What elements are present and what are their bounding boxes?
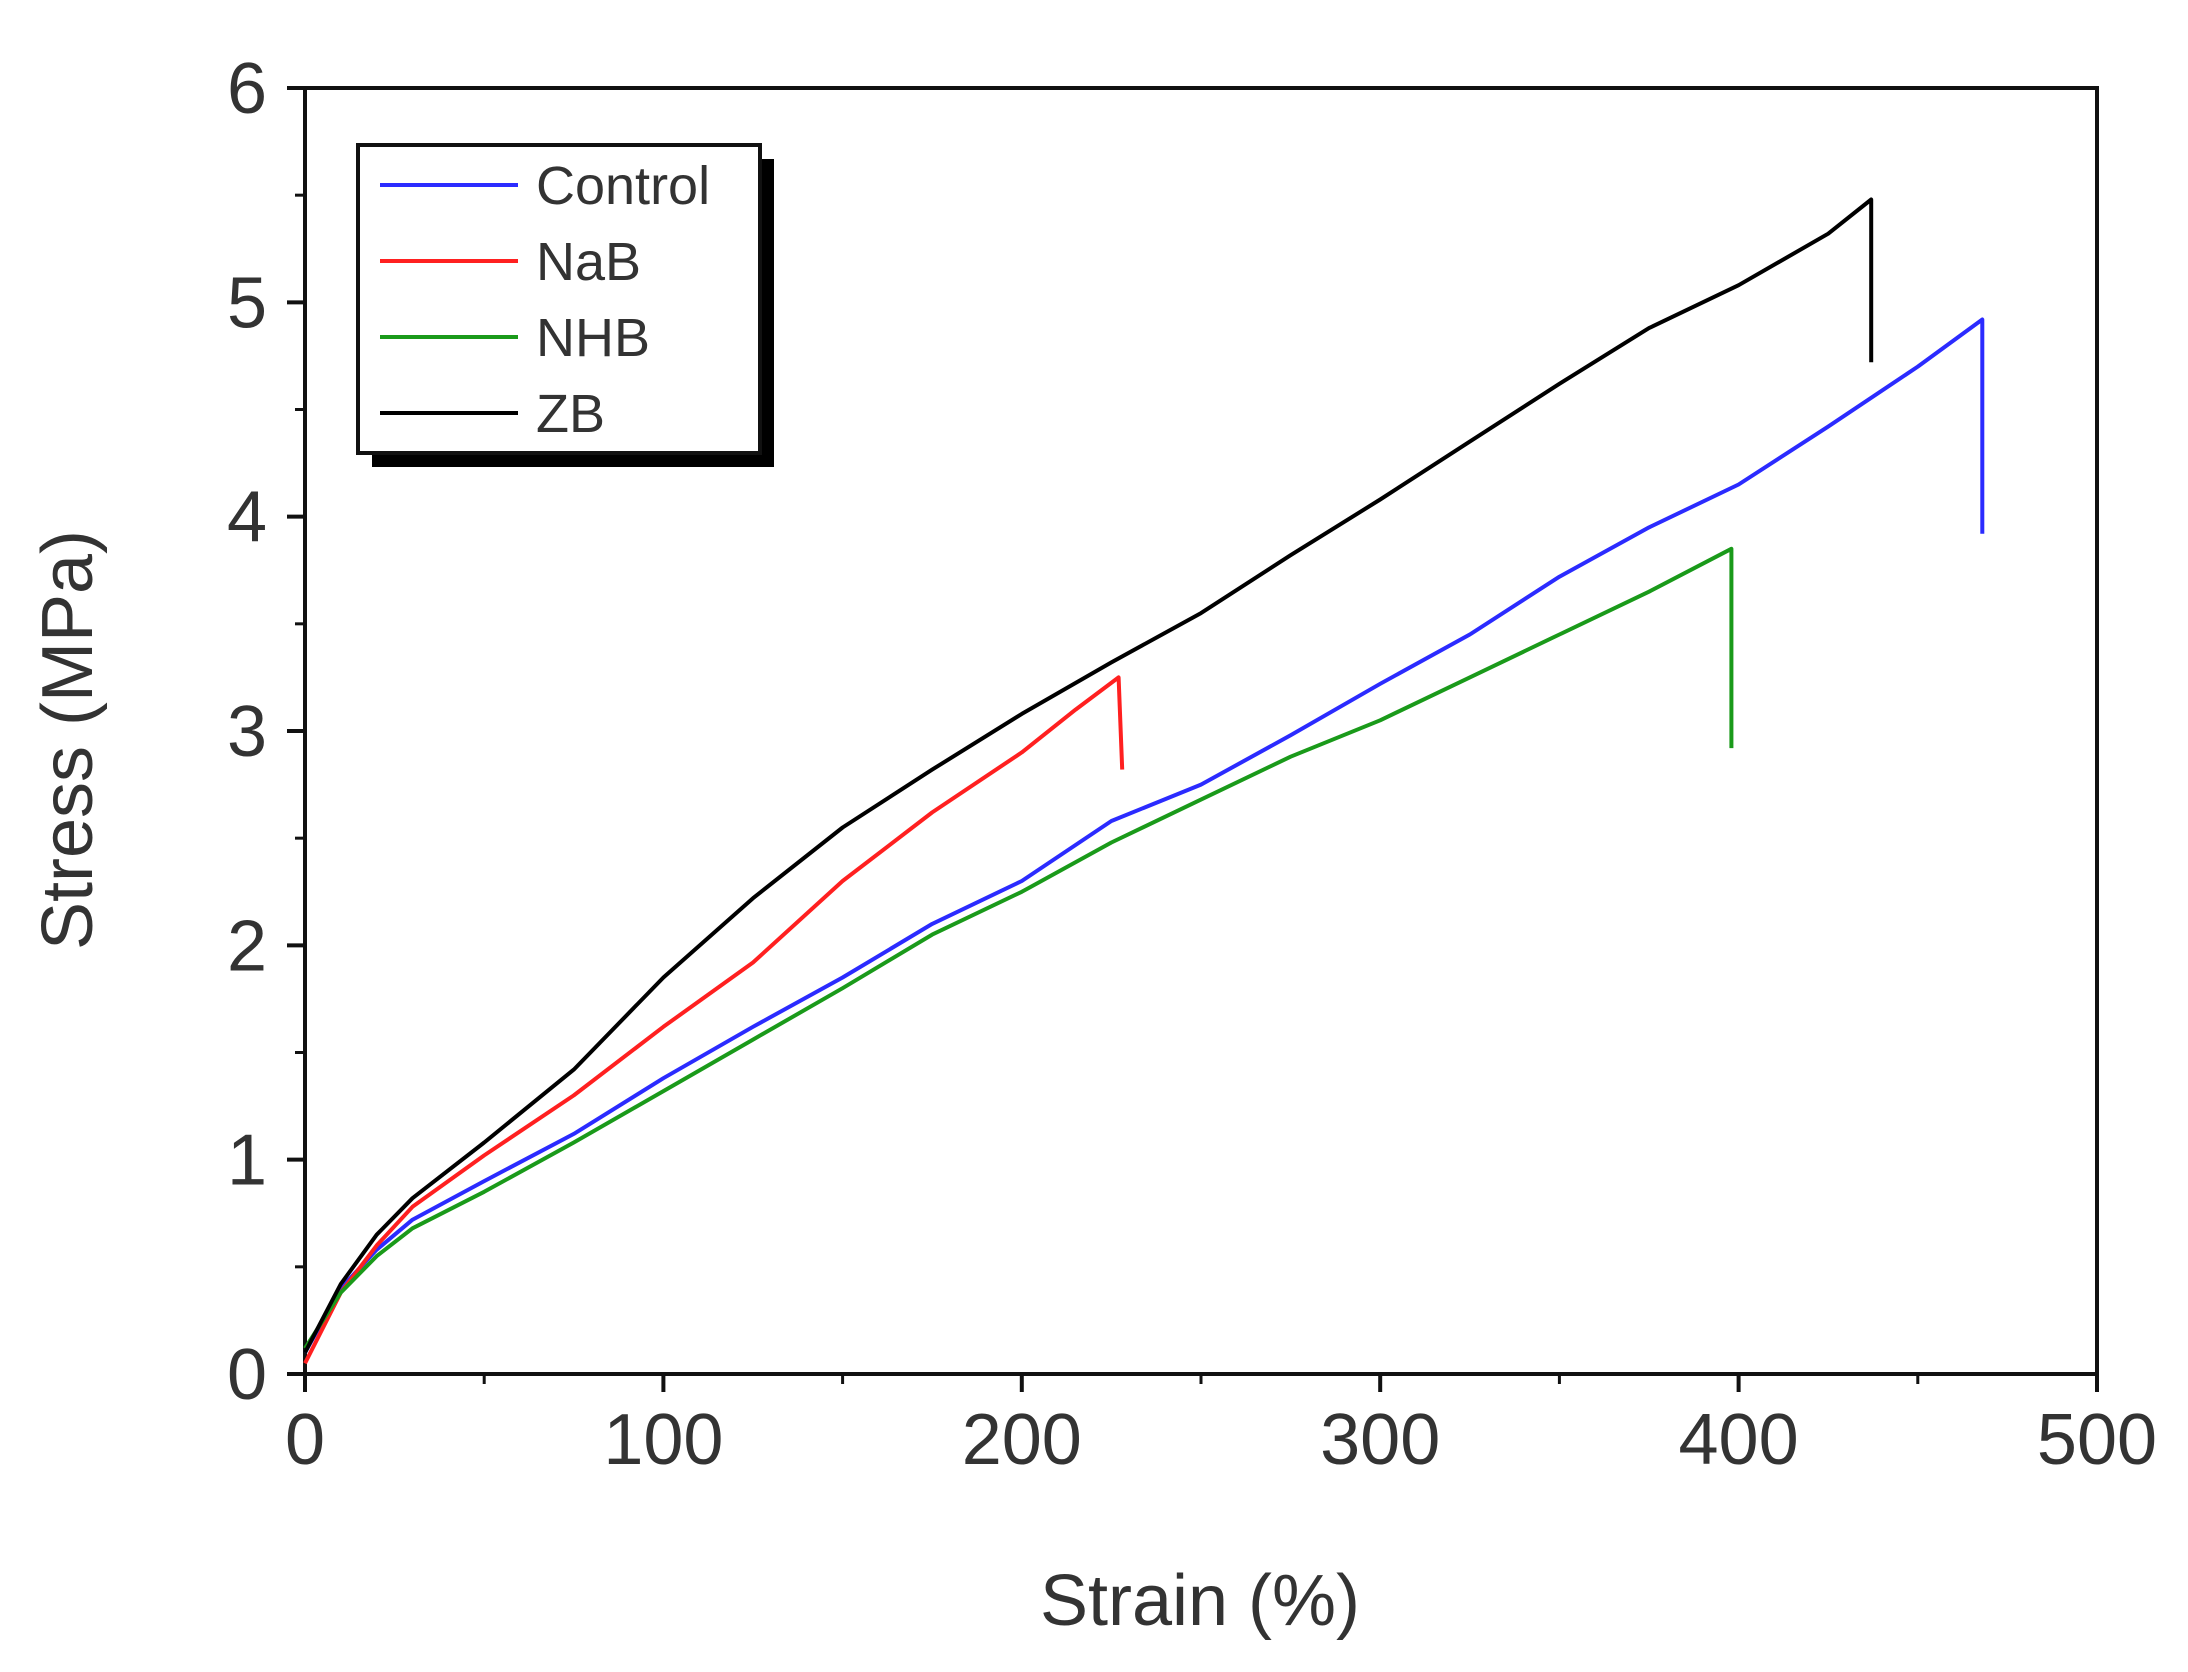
series-layer [303,197,1985,1365]
y-tick-label-4: 4 [227,478,267,558]
legend-label-nab: NaB [536,232,641,292]
y-tick-label-1: 1 [227,1121,267,1201]
x-axis-label: Strain (%) [1040,1561,1360,1641]
x-tick-label-0: 0 [285,1400,325,1480]
legend-label-control: Control [536,156,710,216]
y-tick-label-3: 3 [227,692,267,772]
series-line-nhb [303,546,1734,1350]
x-tick-label-300: 300 [1320,1400,1440,1480]
legend-box [356,143,762,455]
y-axis-label: Stress (MPa) [28,530,108,950]
x-tick-label-400: 400 [1679,1400,1799,1480]
x-tick-label-100: 100 [603,1400,723,1480]
legend: Control NaB NHB ZB [356,143,774,467]
legend-label-zb: ZB [536,384,605,444]
y-tick-label-2: 2 [227,906,267,986]
series-line-nab [303,675,1125,1365]
y-tick-label-0: 0 [227,1335,267,1415]
x-tick-label-500: 500 [2037,1400,2157,1480]
y-tick-label-5: 5 [227,263,267,343]
axes-layer: 0 100 200 300 400 500 0 1 2 3 4 5 6 [227,49,2157,1480]
x-tick-label-200: 200 [962,1400,1082,1480]
series-line-control [303,317,1985,1354]
series-line-zb [303,197,1874,1354]
legend-label-nhb: NHB [536,308,650,368]
y-tick-label-6: 6 [227,49,267,129]
